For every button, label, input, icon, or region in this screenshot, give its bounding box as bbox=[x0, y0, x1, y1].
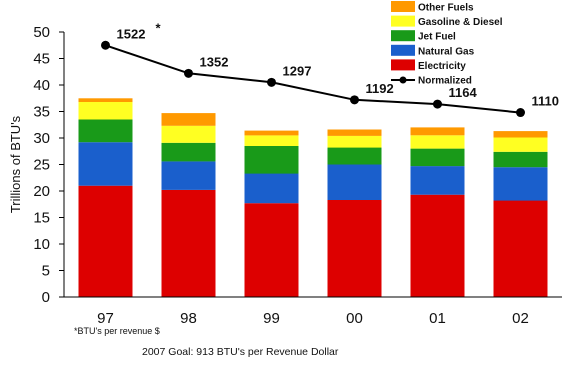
normalized-data-label: 1164 bbox=[449, 85, 478, 100]
bar-jet-fuel-01 bbox=[410, 148, 465, 167]
legend-swatch-electricity bbox=[391, 59, 415, 71]
asterisk-marker: * bbox=[156, 20, 162, 35]
axes: 0 5 10 15 20 25 30 35 40 45 50 97 98 99 00 01 02 Trillion… bbox=[8, 24, 562, 327]
normalized-point bbox=[350, 95, 359, 105]
x-tick-label: 02 bbox=[512, 310, 529, 327]
normalized-point bbox=[184, 68, 193, 78]
normalized-data-label: 1297 bbox=[283, 63, 312, 78]
bar-other-fuels-99 bbox=[244, 130, 299, 136]
y-tick-label: 30 bbox=[33, 130, 50, 147]
x-tick-label: 99 bbox=[263, 310, 280, 327]
legend-swatch-jet-fuel bbox=[391, 30, 415, 42]
bar-gasoline-diesel-02 bbox=[493, 137, 548, 152]
legend-swatch-other-fuels bbox=[391, 1, 415, 12]
y-tick-label: 5 bbox=[42, 263, 50, 280]
normalized-line: 1522 * 1352 1297 1192 1164 1110 bbox=[101, 20, 560, 118]
goal-text: 2007 Goal: 913 BTU's per Revenue Dollar bbox=[142, 346, 339, 358]
legend-label-normalized: Normalized bbox=[418, 76, 472, 87]
normalized-point bbox=[101, 40, 110, 50]
legend-swatch-gasoline-diesel bbox=[391, 15, 415, 27]
legend-label-jet-fuel: Jet Fuel bbox=[418, 32, 456, 43]
legend-marker-normalized bbox=[399, 76, 407, 84]
normalized-point bbox=[267, 77, 276, 87]
bar-natural-gas-99 bbox=[244, 173, 299, 204]
bar-other-fuels-02 bbox=[493, 131, 548, 138]
bar-natural-gas-98 bbox=[161, 161, 216, 190]
bar-electricity-98 bbox=[161, 189, 216, 297]
normalized-data-label: 1192 bbox=[366, 81, 394, 96]
x-tick-label: 97 bbox=[97, 310, 114, 327]
y-tick-label: 45 bbox=[33, 51, 50, 68]
y-tick-label: 35 bbox=[33, 104, 50, 121]
y-tick-label: 40 bbox=[33, 77, 50, 94]
bar-electricity-97 bbox=[78, 185, 133, 297]
bar-natural-gas-00 bbox=[327, 164, 382, 200]
x-tick-label: 00 bbox=[346, 310, 363, 327]
bar-other-fuels-01 bbox=[410, 127, 465, 136]
y-tick-label: 20 bbox=[33, 183, 50, 200]
y-axis-title: Trillions of BTU's bbox=[8, 115, 23, 213]
bar-jet-fuel-97 bbox=[78, 119, 133, 143]
x-tick-label: 98 bbox=[180, 310, 197, 327]
y-tick-label: 0 bbox=[42, 289, 50, 306]
x-tick-label: 01 bbox=[429, 310, 446, 327]
y-tick-label: 50 bbox=[33, 24, 50, 41]
legend-label-gasoline-diesel: Gasoline & Diesel bbox=[418, 17, 503, 28]
bar-other-fuels-97 bbox=[78, 98, 133, 102]
bar-gasoline-diesel-99 bbox=[244, 135, 299, 146]
bar-jet-fuel-02 bbox=[493, 151, 548, 168]
bar-other-fuels-98 bbox=[161, 113, 216, 126]
y-tick-label: 15 bbox=[33, 210, 50, 227]
bar-electricity-99 bbox=[244, 203, 299, 297]
legend-label-electricity: Electricity bbox=[418, 61, 466, 72]
bar-gasoline-diesel-01 bbox=[410, 135, 465, 149]
bar-natural-gas-01 bbox=[410, 166, 465, 195]
bar-jet-fuel-99 bbox=[244, 146, 299, 174]
normalized-data-label: 1352 bbox=[200, 54, 229, 69]
y-tick-label: 10 bbox=[33, 236, 50, 253]
bar-jet-fuel-98 bbox=[161, 142, 216, 162]
bar-stacks bbox=[78, 98, 548, 297]
bar-natural-gas-02 bbox=[493, 167, 548, 201]
normalized-data-label: 1522 bbox=[117, 26, 146, 41]
y-tick-label: 25 bbox=[33, 157, 50, 174]
legend-label-other-fuels: Other Fuels bbox=[418, 3, 474, 14]
legend-swatch-natural-gas bbox=[391, 44, 415, 56]
bar-jet-fuel-00 bbox=[327, 147, 382, 165]
bar-natural-gas-97 bbox=[78, 142, 133, 186]
normalized-point bbox=[516, 108, 525, 118]
bar-electricity-02 bbox=[493, 200, 548, 297]
normalized-data-label: 1110 bbox=[532, 94, 560, 109]
bar-gasoline-diesel-97 bbox=[78, 102, 133, 120]
bar-gasoline-diesel-98 bbox=[161, 125, 216, 143]
normalized-point bbox=[433, 99, 442, 109]
footnote: *BTU's per revenue $ bbox=[74, 326, 160, 336]
bar-gasoline-diesel-00 bbox=[327, 135, 382, 148]
legend-label-natural-gas: Natural Gas bbox=[418, 46, 475, 57]
bar-electricity-01 bbox=[410, 194, 465, 297]
normalized-line-path bbox=[105, 44, 521, 114]
bar-other-fuels-00 bbox=[327, 129, 382, 136]
legend: Other Fuels Gasoline & Diesel Jet Fuel Natu… bbox=[391, 1, 503, 87]
bar-electricity-00 bbox=[327, 200, 382, 297]
